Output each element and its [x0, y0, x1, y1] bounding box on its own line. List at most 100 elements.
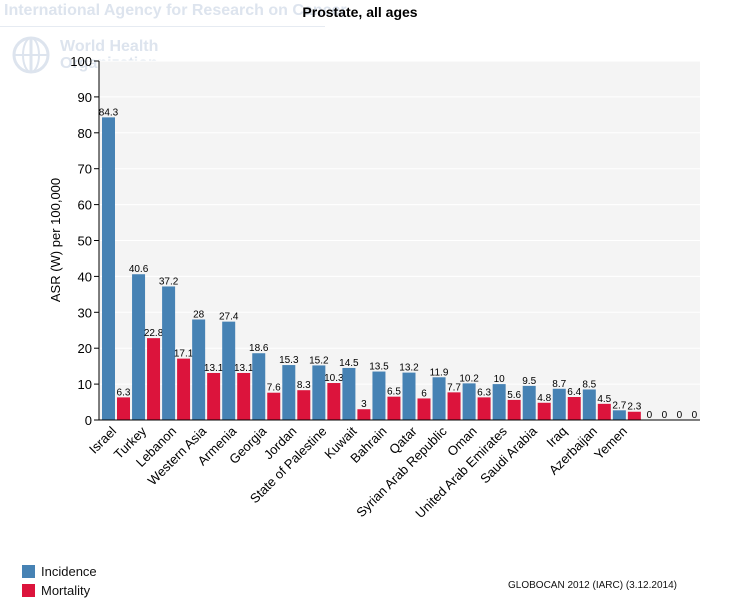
- data-label: 4.5: [597, 394, 611, 405]
- bar-mortality: [207, 372, 221, 420]
- bar-incidence: [162, 286, 176, 420]
- data-label: 10.2: [459, 373, 479, 384]
- bar-mortality: [117, 397, 130, 420]
- data-label: 4.8: [537, 393, 551, 404]
- bar-incidence: [492, 384, 506, 420]
- bar-incidence: [252, 353, 266, 420]
- data-label: 13.1: [204, 363, 224, 374]
- data-label: 0: [647, 410, 653, 421]
- data-label: 22.8: [144, 328, 164, 339]
- grid-lines: [99, 60, 700, 385]
- bar-incidence: [342, 367, 356, 420]
- data-label: 2.3: [627, 402, 641, 413]
- bar-incidence: [552, 388, 566, 420]
- data-label: 28: [193, 309, 205, 320]
- data-label: 6.5: [387, 387, 401, 398]
- data-label: 84.3: [99, 107, 119, 118]
- y-tick-label: 40: [78, 269, 92, 284]
- data-label: 8.5: [582, 379, 596, 390]
- bars: 84.3 6.3 40.6 22.8 37.2 17.1 28 13.1 27.4 13.1 18.…: [99, 107, 698, 421]
- bar-mortality: [387, 396, 401, 420]
- bar-incidence: [372, 371, 386, 420]
- bar-incidence: [312, 365, 326, 420]
- bar-mortality: [567, 397, 581, 420]
- y-tick-label: 10: [78, 377, 92, 392]
- data-label: 15.3: [279, 355, 299, 366]
- y-tick-label: 0: [85, 413, 92, 428]
- bar-incidence: [282, 365, 296, 420]
- y-axis-label: ASR (W) per 100,000: [48, 178, 63, 302]
- data-label: 5.6: [507, 390, 521, 401]
- y-tick-label: 20: [78, 341, 92, 356]
- x-tick-label: Yemen: [591, 424, 630, 463]
- legend-item-mortality: Mortality: [22, 581, 97, 600]
- bar-mortality: [267, 392, 281, 420]
- bar-incidence: [522, 385, 536, 420]
- bar-incidence: [132, 274, 146, 420]
- data-label: 17.1: [174, 349, 194, 360]
- y-tick-label: 50: [78, 234, 92, 249]
- data-label: 13.2: [399, 363, 419, 374]
- legend-item-incidence: Incidence: [22, 562, 97, 581]
- data-label: 8.7: [552, 379, 566, 390]
- y-tick-label: 80: [78, 126, 92, 141]
- data-label: 10: [494, 374, 506, 385]
- legend-label-incidence: Incidence: [41, 564, 97, 579]
- data-label: 2.7: [612, 400, 626, 411]
- bar-mortality: [477, 397, 491, 420]
- data-label: 14.5: [339, 358, 359, 369]
- data-label: 27.4: [219, 312, 239, 323]
- bar-mortality: [147, 338, 161, 420]
- who-name-line1: World Health: [60, 38, 159, 55]
- bar-mortality: [597, 403, 611, 420]
- data-label: 0: [662, 410, 668, 421]
- data-label: 11.9: [430, 367, 449, 378]
- bar-mortality: [417, 398, 431, 420]
- data-label: 8.3: [297, 380, 311, 391]
- bar-mortality: [507, 399, 521, 420]
- data-label: 10.3: [324, 373, 344, 384]
- data-label: 13.1: [234, 363, 254, 374]
- y-tick-label: 90: [78, 90, 92, 105]
- y-tick-label: 100: [70, 54, 92, 69]
- source-note: GLOBOCAN 2012 (IARC) (3.12.2014): [508, 580, 677, 591]
- data-label: 6.4: [567, 387, 581, 398]
- bar-chart: 84.3 6.3 40.6 22.8 37.2 17.1 28 13.1 27.4 13.1 18.…: [48, 54, 700, 521]
- data-label: 40.6: [129, 264, 149, 275]
- data-label: 0: [677, 410, 683, 421]
- y-tick-label: 60: [78, 198, 92, 213]
- legend-swatch-mortality: [22, 584, 35, 597]
- data-label: 9.5: [522, 376, 536, 387]
- data-label: 13.5: [369, 362, 389, 373]
- data-label: 7.6: [267, 383, 281, 394]
- legend-label-mortality: Mortality: [41, 583, 91, 598]
- bar-mortality: [297, 390, 311, 420]
- bar-incidence: [432, 377, 446, 420]
- legend-swatch-incidence: [22, 565, 35, 578]
- data-label: 6.3: [117, 387, 131, 398]
- data-label: 6: [421, 388, 427, 399]
- bar-incidence: [462, 383, 476, 420]
- bar-incidence: [222, 321, 236, 420]
- bar-mortality: [627, 411, 641, 420]
- data-label: 0: [692, 410, 698, 421]
- y-tick-label: 70: [78, 162, 92, 177]
- data-label: 7.7: [447, 382, 461, 393]
- data-label: 18.6: [249, 343, 269, 354]
- who-logo-icon: [12, 36, 50, 74]
- data-label: 15.2: [309, 355, 329, 366]
- chart-title: Prostate, all ages: [302, 4, 418, 20]
- bar-mortality: [537, 402, 551, 420]
- bar-incidence: [402, 372, 416, 420]
- bar-mortality: [177, 358, 191, 420]
- bar-incidence: [102, 117, 115, 420]
- bar-incidence: [192, 319, 206, 420]
- watermark-divider: [0, 26, 325, 27]
- bar-incidence: [582, 389, 596, 420]
- bar-mortality: [327, 383, 341, 420]
- y-tick-label: 30: [78, 305, 92, 320]
- bar-mortality: [237, 372, 251, 420]
- agency-name: International Agency for Research on Can…: [4, 2, 347, 19]
- bar-mortality: [357, 409, 371, 420]
- data-label: 37.2: [159, 276, 179, 287]
